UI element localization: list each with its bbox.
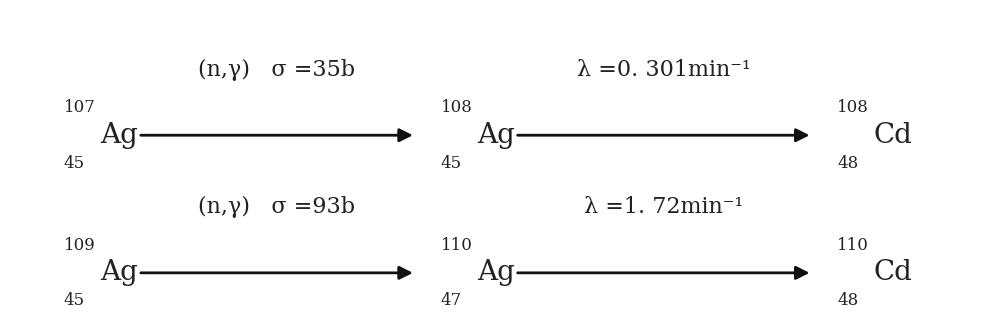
Text: 108: 108 xyxy=(837,99,869,116)
Text: (n,γ)   σ =35b: (n,γ) σ =35b xyxy=(198,59,355,81)
Text: Ag: Ag xyxy=(100,259,138,286)
Text: Ag: Ag xyxy=(477,122,515,149)
Text: Cd: Cd xyxy=(874,259,913,286)
Text: 110: 110 xyxy=(441,237,472,253)
Text: 45: 45 xyxy=(441,155,462,172)
Text: 45: 45 xyxy=(64,292,85,309)
Text: 107: 107 xyxy=(64,99,96,116)
Text: (n,γ)   σ =93b: (n,γ) σ =93b xyxy=(198,196,355,218)
Text: 45: 45 xyxy=(64,155,85,172)
Text: Cd: Cd xyxy=(874,122,913,149)
Text: Ag: Ag xyxy=(100,122,138,149)
Text: 48: 48 xyxy=(837,155,858,172)
Text: Ag: Ag xyxy=(477,259,515,286)
Text: 108: 108 xyxy=(441,99,472,116)
Text: λ =0. 301min⁻¹: λ =0. 301min⁻¹ xyxy=(577,59,751,81)
Text: 48: 48 xyxy=(837,292,858,309)
Text: λ =1. 72min⁻¹: λ =1. 72min⁻¹ xyxy=(584,196,743,218)
Text: 47: 47 xyxy=(441,292,462,309)
Text: 109: 109 xyxy=(64,237,95,253)
Text: 110: 110 xyxy=(837,237,869,253)
